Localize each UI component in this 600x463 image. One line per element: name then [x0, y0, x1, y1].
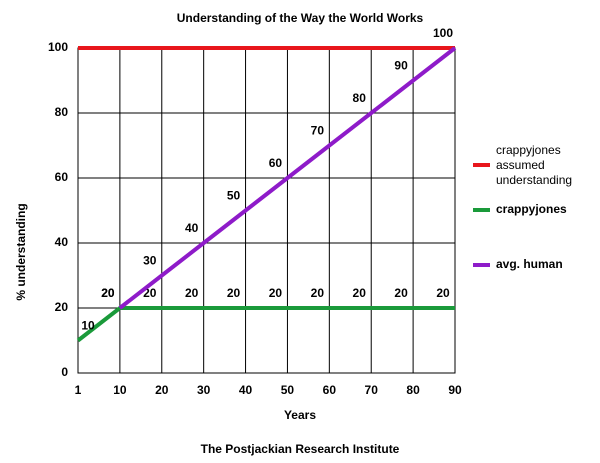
legend-entry: crappyjones assumed understanding — [496, 143, 573, 187]
x-tick-label: 10 — [113, 383, 127, 397]
chart-title: Understanding of the Way the World Works — [177, 11, 424, 25]
data-label: 20 — [394, 286, 408, 300]
data-label: 40 — [185, 221, 199, 235]
x-axis-label: Years — [284, 408, 316, 422]
data-label: 50 — [227, 189, 241, 203]
series-line — [118, 46, 457, 310]
y-tick-label: 60 — [55, 170, 69, 184]
x-tick-label: 20 — [155, 383, 169, 397]
data-label: 80 — [353, 91, 367, 105]
x-tick-label: 30 — [197, 383, 211, 397]
x-tick-label: 1 — [75, 383, 82, 397]
y-axis-label: % understanding — [14, 203, 28, 300]
legend-label: crappyjones assumed understanding — [496, 143, 573, 187]
y-tick-label: 100 — [48, 40, 68, 54]
legend-entry: avg. human — [496, 257, 563, 271]
data-label: 100 — [433, 26, 453, 40]
data-label: 30 — [143, 254, 157, 268]
data-label: 20 — [436, 286, 450, 300]
data-label: 20 — [185, 286, 199, 300]
data-label: 20 — [101, 286, 115, 300]
x-tick-label: 60 — [323, 383, 337, 397]
x-tick-label: 70 — [365, 383, 379, 397]
x-tick-label: 50 — [281, 383, 295, 397]
data-label: 20 — [101, 286, 115, 300]
x-tick-label: 90 — [448, 383, 462, 397]
data-label: 20 — [269, 286, 283, 300]
data-label: 20 — [227, 286, 241, 300]
y-tick-label: 80 — [55, 105, 69, 119]
legend-label: crappyjones — [496, 202, 567, 216]
x-tick-label: 80 — [406, 383, 420, 397]
y-tick-label: 0 — [61, 365, 68, 379]
series-line — [76, 306, 455, 343]
legend-entry: crappyjones — [496, 202, 567, 216]
data-label: 10 — [81, 319, 95, 333]
caption: The Postjackian Research Institute — [201, 442, 400, 456]
data-label: 60 — [269, 156, 283, 170]
data-label: 20 — [353, 286, 367, 300]
data-label: 70 — [311, 124, 325, 138]
y-tick-label: 20 — [55, 300, 69, 314]
data-label: 20 — [311, 286, 325, 300]
y-tick-label: 40 — [55, 235, 69, 249]
data-label: 90 — [394, 59, 408, 73]
plot-frame — [77, 47, 456, 374]
legend-label: avg. human — [496, 257, 563, 271]
x-tick-label: 40 — [239, 383, 253, 397]
